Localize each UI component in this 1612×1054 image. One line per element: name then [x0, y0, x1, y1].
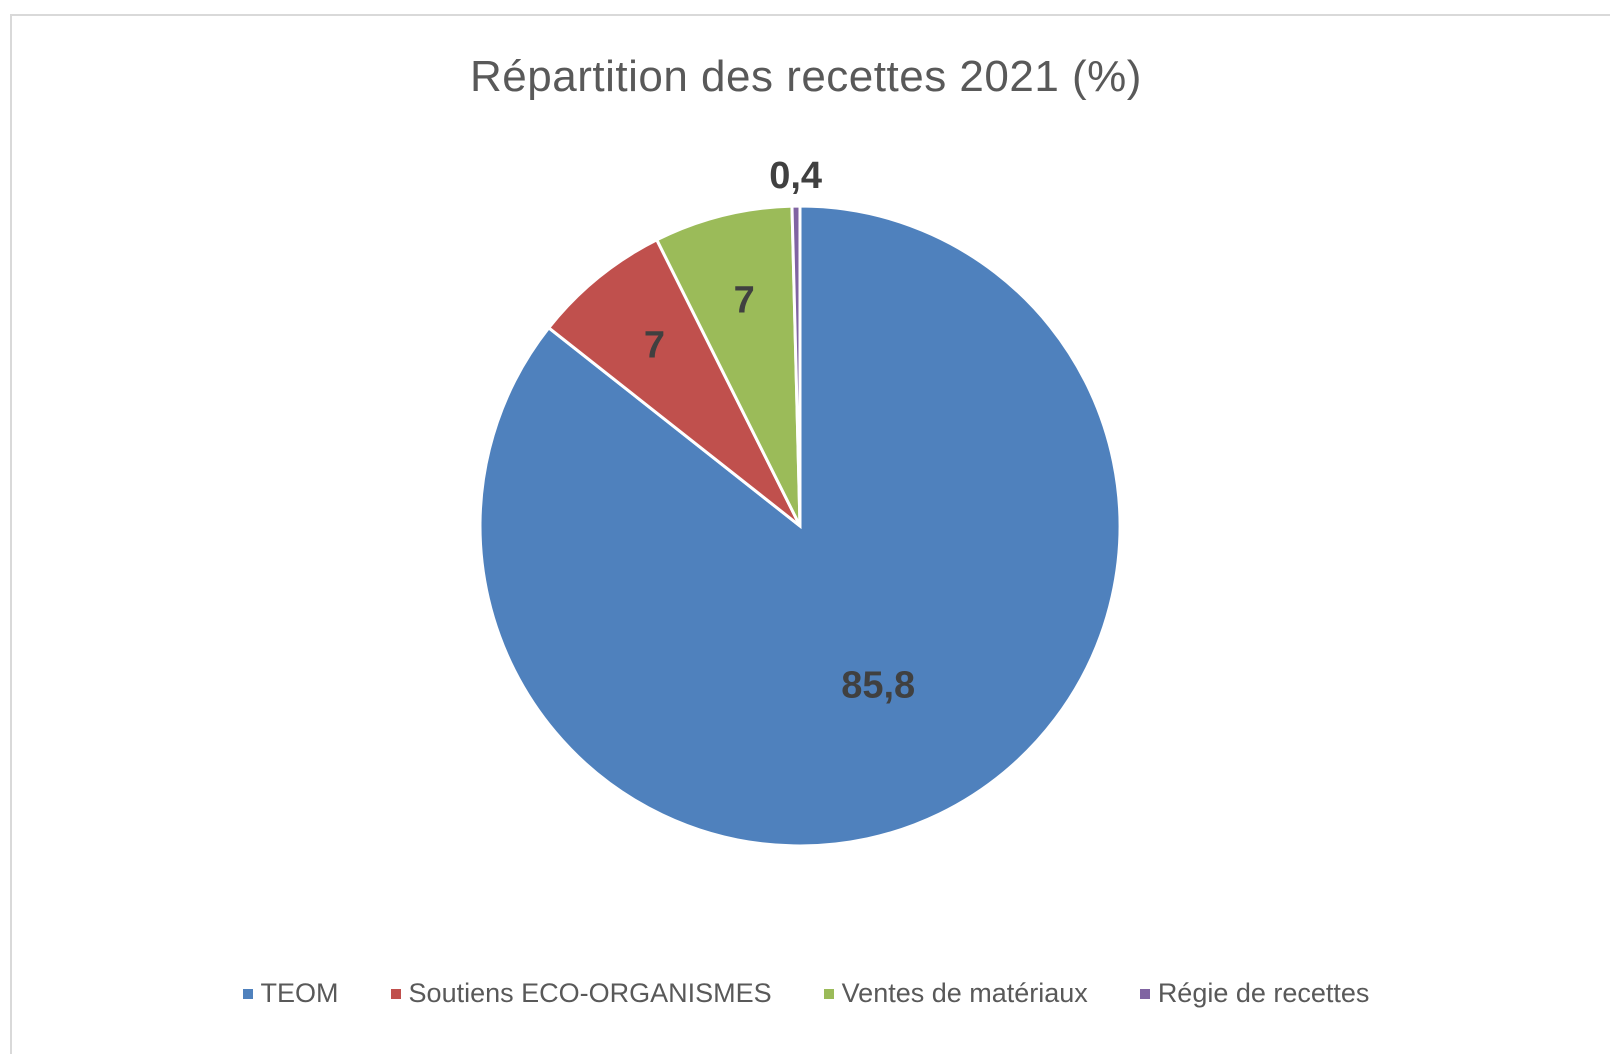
chart-title: Répartition des recettes 2021 (%): [470, 52, 1142, 101]
data-label-teom: 85,8: [841, 664, 915, 706]
legend-label-teom: TEOM: [260, 978, 339, 1008]
legend-label-soutiens: Soutiens ECO-ORGANISMES: [408, 978, 772, 1008]
pie-slice-soutiens: [546, 237, 802, 528]
legend-swatch-soutiens: [390, 988, 401, 999]
pie-slice-regie: [790, 204, 802, 527]
legend-swatch-teom: [242, 988, 253, 999]
pie-slices: [478, 204, 1122, 848]
legend-label-regie: Régie de recettes: [1157, 978, 1370, 1008]
legend-item-ventes: Ventes de matériaux: [823, 978, 1088, 1009]
legend-item-regie: Régie de recettes: [1139, 978, 1370, 1009]
legend-item-teom: TEOM: [242, 978, 339, 1009]
legend-item-soutiens: Soutiens ECO-ORGANISMES: [390, 978, 772, 1009]
legend: TEOM Soutiens ECO-ORGANISMES Ventes de m…: [0, 978, 1612, 1009]
data-label-ventes: 7: [734, 279, 755, 321]
data-label-soutiens: 7: [644, 324, 665, 366]
data-labels: 85,8 7 7 0,4: [644, 155, 915, 706]
legend-label-ventes: Ventes de matériaux: [841, 978, 1088, 1008]
legend-swatch-ventes: [823, 988, 834, 999]
legend-swatch-regie: [1139, 988, 1150, 999]
pie-slice-ventes: [654, 204, 802, 527]
data-label-regie: 0,4: [769, 155, 822, 197]
